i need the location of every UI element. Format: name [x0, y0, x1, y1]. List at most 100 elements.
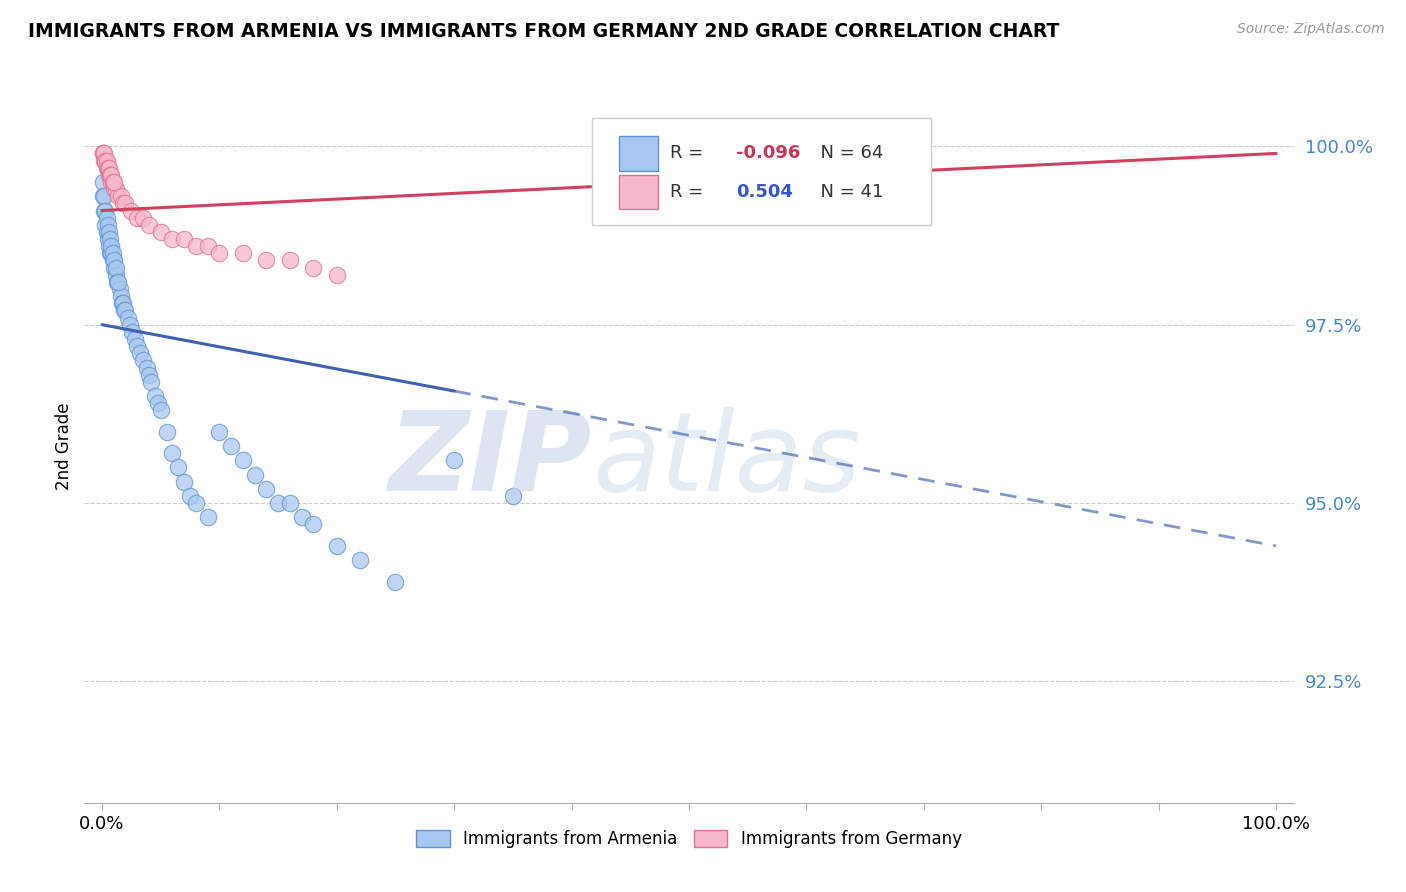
Point — [94, 218, 117, 232]
Point — [184, 496, 207, 510]
Text: ZIP: ZIP — [388, 407, 592, 514]
Point — [302, 260, 325, 275]
Point — [120, 203, 142, 218]
Point — [107, 275, 129, 289]
Point — [173, 475, 195, 489]
Text: Source: ZipAtlas.com: Source: ZipAtlas.com — [1237, 22, 1385, 37]
Point — [98, 232, 121, 246]
Point — [108, 282, 131, 296]
Point — [105, 275, 128, 289]
Point — [290, 510, 312, 524]
Point — [112, 303, 135, 318]
FancyBboxPatch shape — [592, 118, 931, 225]
Point — [91, 189, 114, 203]
Point — [100, 246, 122, 260]
Point — [208, 246, 231, 260]
Point — [219, 439, 242, 453]
Point — [135, 360, 157, 375]
Point — [112, 196, 135, 211]
Point — [101, 175, 124, 189]
Point — [100, 239, 122, 253]
Text: N = 64: N = 64 — [808, 145, 883, 162]
Point — [132, 211, 155, 225]
Point — [128, 346, 150, 360]
Point — [112, 296, 135, 310]
Point — [107, 189, 129, 203]
Point — [103, 253, 125, 268]
Point — [97, 161, 120, 175]
Point — [278, 253, 301, 268]
Text: 0.504: 0.504 — [737, 183, 793, 201]
Point — [93, 203, 115, 218]
Point — [98, 161, 121, 175]
Point — [901, 146, 924, 161]
Point — [197, 239, 219, 253]
Point — [197, 510, 219, 524]
Point — [120, 318, 142, 332]
Point — [114, 303, 136, 318]
Point — [117, 310, 139, 325]
Point — [124, 332, 146, 346]
Point — [98, 246, 121, 260]
Point — [94, 153, 117, 168]
Point — [232, 246, 254, 260]
Point — [173, 232, 195, 246]
Point — [103, 182, 125, 196]
Point — [98, 239, 121, 253]
Point — [98, 168, 121, 182]
Text: -0.096: -0.096 — [737, 145, 800, 162]
Point — [93, 146, 115, 161]
Point — [243, 467, 266, 482]
Point — [111, 296, 134, 310]
Point — [96, 225, 118, 239]
Point — [208, 425, 231, 439]
Point — [97, 218, 120, 232]
Point — [98, 168, 121, 182]
Text: N = 41: N = 41 — [808, 183, 883, 201]
Point — [326, 268, 349, 282]
Point — [254, 253, 277, 268]
Point — [179, 489, 201, 503]
Point — [149, 403, 172, 417]
Point — [94, 203, 117, 218]
Point — [326, 539, 349, 553]
Point — [138, 368, 160, 382]
Text: atlas: atlas — [592, 407, 860, 514]
Point — [149, 225, 172, 239]
Point — [127, 211, 149, 225]
Point — [93, 189, 115, 203]
Point — [93, 153, 115, 168]
Point — [302, 517, 325, 532]
Point — [232, 453, 254, 467]
Point — [148, 396, 170, 410]
Point — [110, 289, 132, 303]
Point — [167, 460, 190, 475]
Point — [349, 553, 371, 567]
Point — [267, 496, 290, 510]
Point — [103, 260, 125, 275]
Point — [97, 232, 120, 246]
Point — [91, 146, 114, 161]
Text: IMMIGRANTS FROM ARMENIA VS IMMIGRANTS FROM GERMANY 2ND GRADE CORRELATION CHART: IMMIGRANTS FROM ARMENIA VS IMMIGRANTS FR… — [28, 22, 1060, 41]
Point — [101, 175, 124, 189]
Point — [105, 260, 128, 275]
Text: R =: R = — [669, 183, 709, 201]
Text: R =: R = — [669, 145, 709, 162]
Point — [114, 196, 136, 211]
Point — [91, 175, 114, 189]
FancyBboxPatch shape — [619, 175, 658, 209]
Point — [502, 489, 524, 503]
Point — [278, 496, 301, 510]
Point — [100, 168, 122, 182]
Point — [138, 218, 160, 232]
Point — [96, 153, 118, 168]
FancyBboxPatch shape — [619, 136, 658, 170]
Point — [162, 232, 184, 246]
Point — [443, 453, 465, 467]
Point — [132, 353, 155, 368]
Point — [101, 246, 124, 260]
Point — [162, 446, 184, 460]
Point — [105, 268, 128, 282]
Point — [184, 239, 207, 253]
Point — [103, 175, 125, 189]
